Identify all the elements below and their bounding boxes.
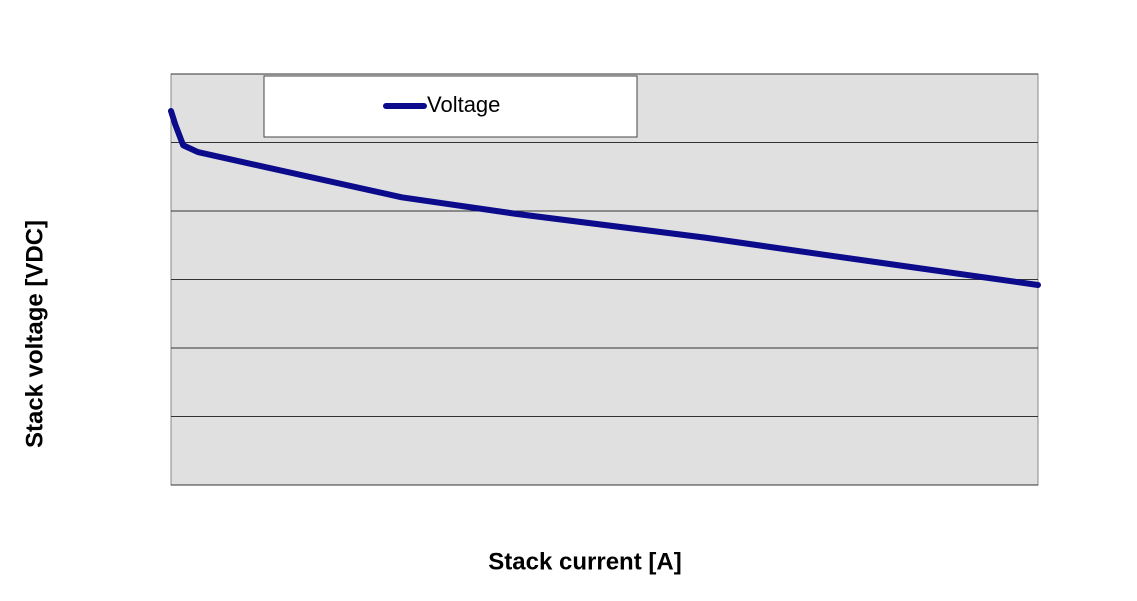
legend-box [263, 75, 638, 138]
legend-label: Voltage [427, 92, 500, 117]
y-axis-title: Stack voltage [VDC] [21, 220, 48, 448]
x-axis-title: Stack current [A] [488, 548, 681, 575]
data-line [168, 107, 1041, 288]
